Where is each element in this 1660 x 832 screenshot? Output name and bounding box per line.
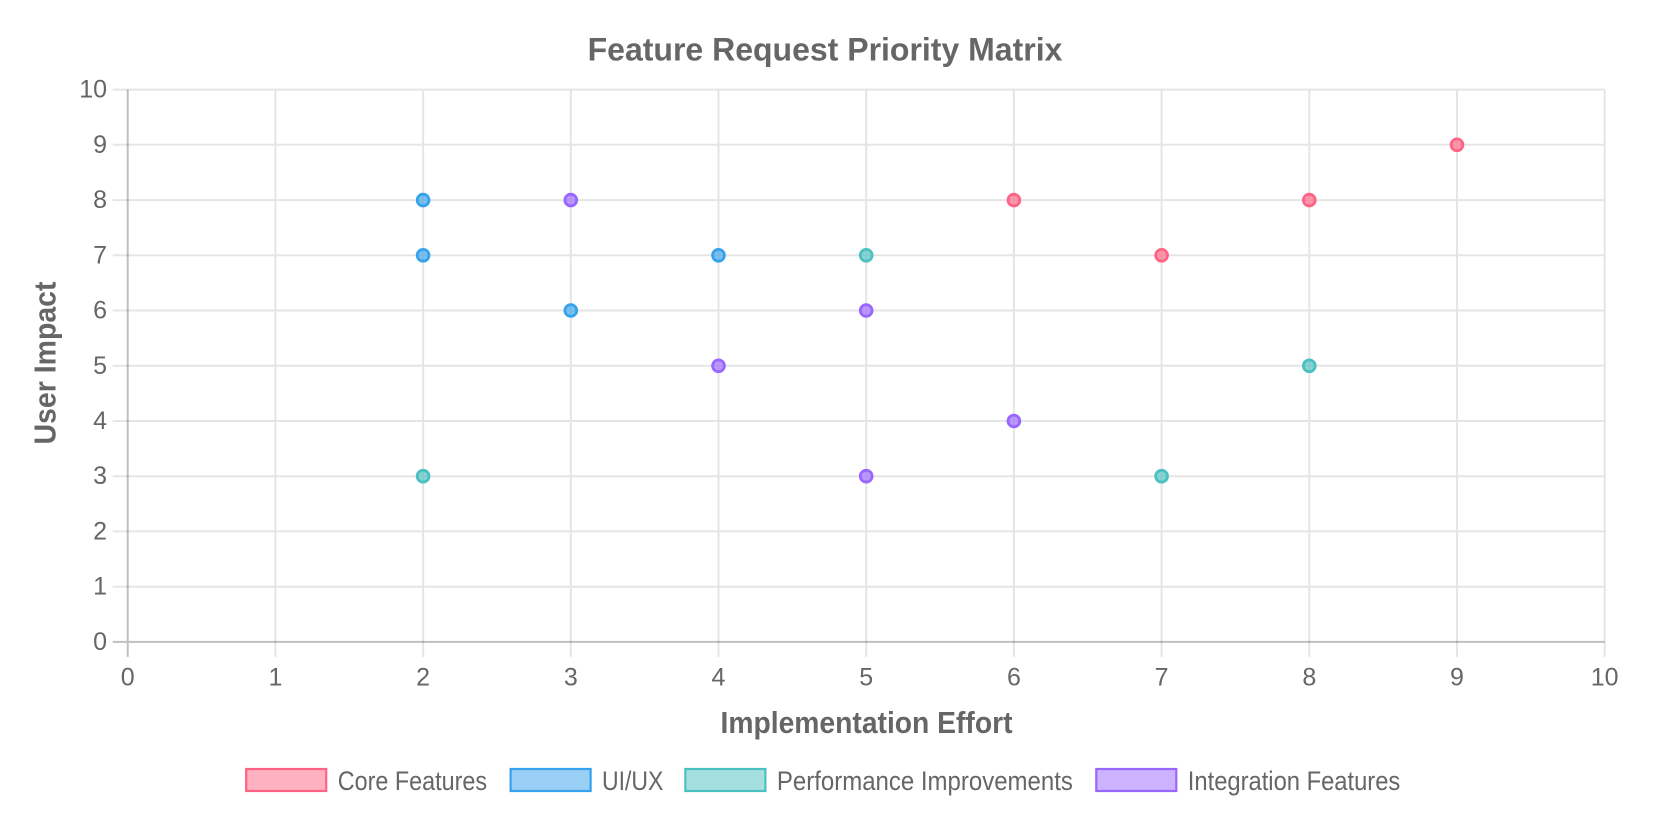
svg-text:3: 3: [564, 664, 578, 692]
svg-text:0: 0: [93, 628, 107, 656]
svg-text:Implementation Effort: Implementation Effort: [721, 705, 1013, 740]
svg-text:Feature Request Priority Matri: Feature Request Priority Matrix: [588, 32, 1063, 68]
svg-text:5: 5: [93, 352, 107, 380]
svg-text:1: 1: [268, 664, 282, 692]
svg-text:9: 9: [93, 131, 107, 159]
svg-text:8: 8: [93, 186, 107, 214]
svg-text:10: 10: [79, 76, 107, 104]
svg-text:User Impact: User Impact: [28, 282, 63, 445]
svg-text:Integration Features: Integration Features: [1188, 766, 1401, 796]
svg-text:UI/UX: UI/UX: [602, 766, 663, 796]
svg-text:4: 4: [93, 407, 107, 435]
svg-text:5: 5: [859, 664, 873, 692]
svg-text:3: 3: [93, 462, 107, 490]
svg-text:1: 1: [93, 573, 107, 601]
svg-text:6: 6: [1007, 664, 1021, 692]
svg-text:8: 8: [1302, 664, 1316, 692]
svg-text:2: 2: [416, 664, 430, 692]
svg-text:9: 9: [1450, 664, 1464, 692]
svg-text:4: 4: [712, 664, 726, 692]
svg-text:7: 7: [1155, 664, 1169, 692]
svg-text:Core Features: Core Features: [338, 766, 487, 796]
svg-text:Performance Improvements: Performance Improvements: [777, 766, 1073, 796]
svg-text:6: 6: [93, 297, 107, 325]
svg-text:10: 10: [1591, 664, 1619, 692]
svg-text:0: 0: [121, 664, 135, 692]
svg-text:2: 2: [93, 517, 107, 545]
svg-text:7: 7: [93, 241, 107, 269]
